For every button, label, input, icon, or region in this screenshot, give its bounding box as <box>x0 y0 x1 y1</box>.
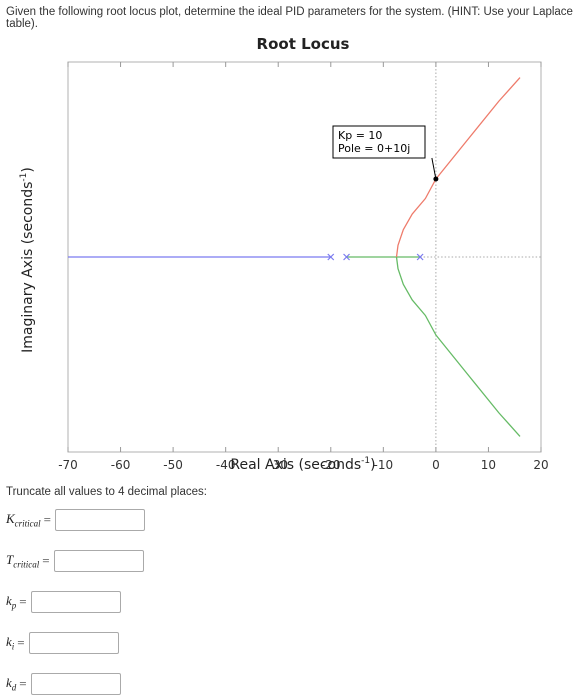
datatip-line: Pole = 0+10j <box>338 142 410 155</box>
equals-sign: = <box>19 676 27 691</box>
y-axis-label: Imaginary Axis (seconds-1) <box>19 167 36 353</box>
ki-label: ki <box>6 634 15 652</box>
datatip-line: Kp = 10 <box>338 129 382 142</box>
x-axis-label: Real Axis (seconds-1) <box>230 456 375 473</box>
t-critical-field: Tcritical = <box>6 550 144 572</box>
kp-input[interactable] <box>30 591 121 613</box>
x-tick-label: 0 <box>432 458 440 472</box>
root-locus-figure: Root Locus Kp = 10 Pole = 0+10j -70 -60 -50… <box>0 28 584 483</box>
pole-marker <box>343 253 350 261</box>
x-tick-label: 20 <box>533 458 548 472</box>
kp-field: kp = <box>6 591 121 613</box>
pole-marker <box>416 253 424 261</box>
kd-label: kd <box>6 675 17 693</box>
t-critical-label: Tcritical <box>6 552 40 570</box>
x-tick-label: -40 <box>216 458 236 472</box>
k-critical-input[interactable] <box>55 509 146 531</box>
locus-branch-red <box>395 77 521 258</box>
x-tick-label: -70 <box>58 458 78 472</box>
instructions-text: Truncate all values to 4 decimal places: <box>6 486 207 498</box>
datatip-leader <box>431 157 437 180</box>
question-text: Given the following root locus plot, det… <box>6 6 573 30</box>
chart-title: Root Locus <box>257 35 350 53</box>
x-tick-labels: -70 -60 -50 -40 -30 -20 -10 0 10 20 <box>58 458 548 472</box>
axis-reference-lines <box>420 62 541 452</box>
kd-input[interactable] <box>30 673 121 695</box>
ki-input[interactable] <box>28 632 119 654</box>
equals-sign: = <box>42 553 50 568</box>
x-tick-label: 10 <box>481 458 496 472</box>
ki-field: ki = <box>6 632 119 654</box>
kd-field: kd = <box>6 673 121 695</box>
tick-marks <box>67 62 542 452</box>
equals-sign: = <box>43 512 52 527</box>
datatip-marker <box>433 176 439 182</box>
t-critical-input[interactable] <box>53 550 144 572</box>
locus-branches <box>68 77 521 437</box>
x-tick-label: -60 <box>111 458 131 472</box>
x-tick-label: -30 <box>268 458 288 472</box>
x-tick-label: -50 <box>163 458 183 472</box>
x-tick-label: -10 <box>374 458 394 472</box>
locus-branch-green <box>395 256 521 437</box>
k-critical-field: Kcritical = <box>6 509 146 531</box>
equals-sign: = <box>19 594 27 609</box>
open-loop-poles <box>327 253 424 261</box>
datatip-box <box>332 125 426 159</box>
equals-sign: = <box>17 635 25 650</box>
k-critical-label: Kcritical <box>6 511 41 529</box>
x-tick-label: -20 <box>321 458 341 472</box>
pole-marker <box>327 253 335 261</box>
kp-label: kp <box>6 593 17 611</box>
